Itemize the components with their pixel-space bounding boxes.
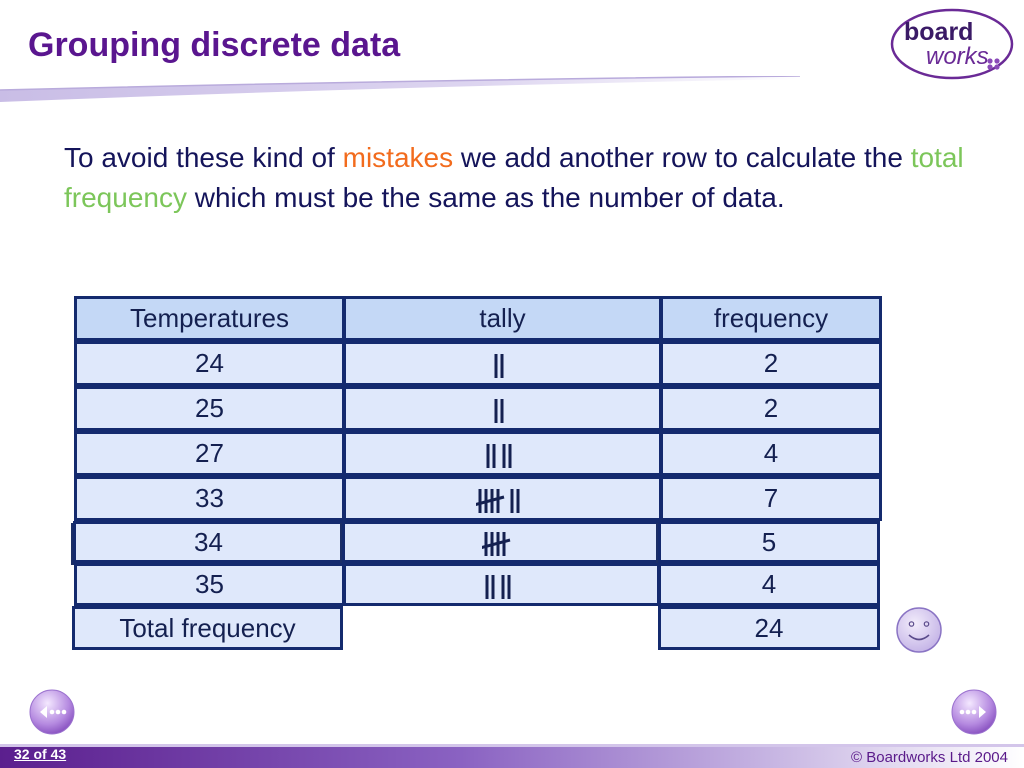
header-frequency: frequency <box>660 296 882 341</box>
tally-cell <box>343 476 662 521</box>
total-frequency-value: 24 <box>658 606 880 650</box>
tally-marks-icon <box>494 398 503 423</box>
title-underline-swoosh <box>0 76 800 102</box>
tally-marks-icon <box>485 574 510 599</box>
tally-marks-icon <box>475 488 519 513</box>
tally-marks-icon <box>494 353 503 378</box>
next-slide-icon[interactable] <box>950 688 998 736</box>
previous-slide-icon[interactable] <box>28 688 76 736</box>
frequency-cell: 5 <box>658 521 880 563</box>
intro-part3: which must be the same as the number of … <box>186 182 785 213</box>
footer-rule <box>0 744 1024 747</box>
slide-title: Grouping discrete data <box>28 26 401 64</box>
boardworks-logo: board works <box>888 4 1016 84</box>
intro-part2: we add another row to calculate the <box>453 142 911 173</box>
tally-marks-icon <box>482 532 511 556</box>
temperature-cell: 24 <box>74 341 345 386</box>
tally-cell <box>343 563 660 606</box>
tally-cell <box>343 341 662 386</box>
total-frequency-label: Total frequency <box>72 606 343 650</box>
logo-text-works: works <box>926 43 989 70</box>
tally-cross-stroke <box>475 495 504 506</box>
intro-part1: To avoid these kind of <box>64 142 343 173</box>
tally-marks-icon <box>486 443 511 468</box>
logo-text-board: board <box>904 18 973 46</box>
header-tally: tally <box>343 296 662 341</box>
intro-highlight-mistakes: mistakes <box>342 142 454 173</box>
frequency-cell: 4 <box>658 563 880 606</box>
temperature-cell: 25 <box>74 386 345 431</box>
frequency-cell: 2 <box>660 386 882 431</box>
temperature-cell: 35 <box>74 563 345 606</box>
tally-cell <box>343 431 662 476</box>
temperature-cell: 34 <box>73 521 344 563</box>
footer-bar <box>0 744 1024 768</box>
temperature-cell: 33 <box>74 476 345 521</box>
header-temperatures: Temperatures <box>74 296 345 341</box>
tally-cross-stroke <box>482 538 511 550</box>
tally-cell <box>343 386 662 431</box>
smiley-face-icon <box>896 607 942 653</box>
intro-highlight-total-frequency: total frequency <box>64 142 964 213</box>
frequency-cell: 2 <box>660 341 882 386</box>
frequency-cell: 4 <box>660 431 882 476</box>
copyright-text: © Boardworks Ltd 2004 <box>851 749 1008 766</box>
temperature-cell: 27 <box>74 431 345 476</box>
page-counter[interactable]: 32 of 43 <box>14 746 67 762</box>
frequency-cell: 7 <box>660 476 882 521</box>
tally-cell <box>342 521 660 563</box>
intro-text: To avoid these kind of mistakes we add a… <box>64 138 994 218</box>
